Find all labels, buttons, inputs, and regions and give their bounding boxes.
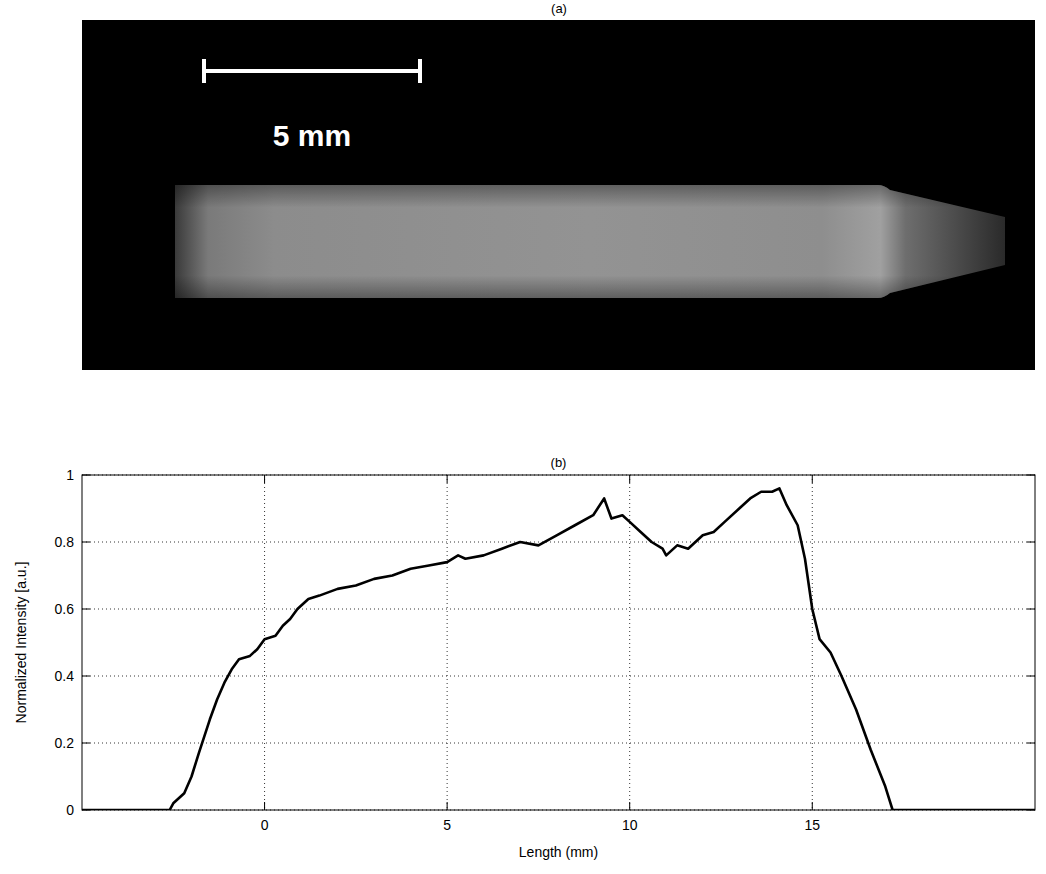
x-tick-label: 0 xyxy=(261,817,269,833)
intensity-line xyxy=(82,488,1035,810)
tick-mark xyxy=(82,743,90,744)
tick-mark xyxy=(629,475,630,483)
plot-frame xyxy=(82,475,1035,810)
tick-mark xyxy=(629,802,630,810)
data xyxy=(82,488,1035,810)
tick-mark xyxy=(1027,743,1035,744)
tick-mark xyxy=(447,475,448,483)
tick-mark xyxy=(812,802,813,810)
tick-labels: 0 5 10 15 0 0.2 0.4 0.6 0.8 1 xyxy=(55,467,821,833)
grid xyxy=(82,475,1035,810)
tick-mark xyxy=(264,802,265,810)
scale-bar-cap xyxy=(202,59,206,83)
y-tick-label: 0 xyxy=(66,802,74,818)
tick-mark xyxy=(447,802,448,810)
tick-mark xyxy=(264,475,265,483)
x-tick-label: 10 xyxy=(622,817,638,833)
grid-line xyxy=(82,542,1035,543)
scale-bar-line xyxy=(204,69,420,73)
photo-background xyxy=(82,20,1035,370)
grid-line xyxy=(82,676,1035,677)
scale-bar-cap xyxy=(418,59,422,83)
x-axis-title: Length (mm) xyxy=(519,844,598,860)
panel-label: (a) xyxy=(551,1,567,16)
grid-line xyxy=(629,475,630,810)
grid-line xyxy=(447,475,448,810)
grid-line xyxy=(264,475,265,810)
grid-line xyxy=(82,609,1035,610)
y-axis-title: Normalized Intensity [a.u.] xyxy=(13,562,29,724)
tick-mark xyxy=(82,609,90,610)
scale-bar-label: 5 mm xyxy=(273,119,351,152)
y-tick-label: 1 xyxy=(66,467,74,483)
ticks xyxy=(82,475,1035,810)
rod-shade xyxy=(175,185,1005,298)
tick-mark xyxy=(1027,676,1035,677)
tick-mark xyxy=(82,542,90,543)
rod xyxy=(175,185,1005,298)
y-tick-label: 0.4 xyxy=(55,668,75,684)
grid-line xyxy=(82,743,1035,744)
grid-line xyxy=(812,475,813,810)
tick-mark xyxy=(1027,542,1035,543)
tick-mark xyxy=(1027,609,1035,610)
y-tick-label: 0.2 xyxy=(55,735,75,751)
tick-mark xyxy=(82,676,90,677)
x-tick-label: 15 xyxy=(804,817,820,833)
scale-bar xyxy=(204,59,420,83)
figure: (a) 5 mm (b) 0 5 10 15 0 0.2 0.4 0.6 0.8 1 Length (mm… xyxy=(0,0,1046,874)
y-tick-label: 0.8 xyxy=(55,534,75,550)
plot-area xyxy=(82,475,1035,810)
x-tick-label: 5 xyxy=(443,817,451,833)
chart-title: (b) xyxy=(551,455,567,470)
tick-mark xyxy=(812,475,813,483)
y-tick-label: 0.6 xyxy=(55,601,75,617)
